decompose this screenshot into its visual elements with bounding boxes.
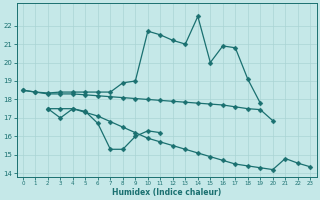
X-axis label: Humidex (Indice chaleur): Humidex (Indice chaleur) <box>112 188 221 197</box>
